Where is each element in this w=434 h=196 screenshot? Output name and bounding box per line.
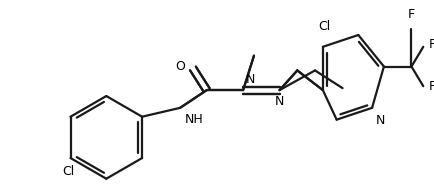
Text: O: O (175, 60, 184, 73)
Text: F: F (428, 80, 434, 93)
Text: F: F (407, 8, 414, 21)
Text: Cl: Cl (318, 20, 330, 33)
Text: Cl: Cl (62, 165, 75, 178)
Text: N: N (246, 73, 255, 86)
Text: F: F (428, 38, 434, 51)
Text: N: N (375, 114, 385, 127)
Text: N: N (274, 95, 283, 108)
Text: NH: NH (184, 113, 204, 126)
